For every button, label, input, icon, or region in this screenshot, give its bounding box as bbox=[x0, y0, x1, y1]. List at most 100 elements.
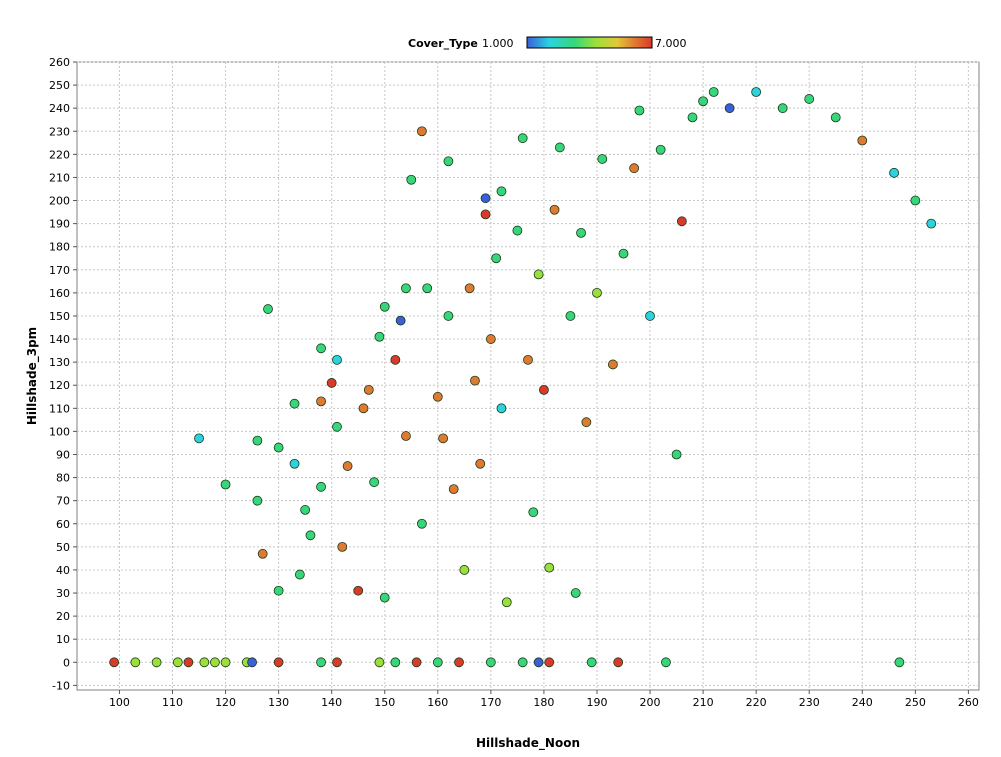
grid bbox=[77, 61, 979, 690]
data-point bbox=[889, 167, 900, 178]
data-point bbox=[263, 304, 273, 314]
data-point bbox=[698, 96, 708, 107]
data-point bbox=[544, 562, 555, 573]
data-point bbox=[300, 505, 311, 515]
data-point bbox=[565, 311, 576, 321]
y-tick-label: 260 bbox=[49, 56, 70, 69]
data-point bbox=[597, 154, 608, 164]
data-point bbox=[533, 269, 544, 280]
data-point bbox=[910, 195, 921, 206]
data-point bbox=[422, 283, 433, 294]
y-tick-label: 150 bbox=[49, 310, 70, 323]
data-point bbox=[634, 105, 645, 116]
y-tick-label: 80 bbox=[56, 472, 70, 485]
data-point bbox=[480, 209, 491, 220]
axis-ticks: 100 110 120 130 140 150 160 170 180 190 200 210 220 2… bbox=[49, 56, 979, 709]
data-point bbox=[485, 334, 496, 344]
data-point bbox=[252, 435, 263, 446]
data-point bbox=[390, 657, 401, 668]
x-tick-label: 210 bbox=[693, 696, 714, 709]
data-point bbox=[199, 657, 210, 668]
x-tick-label: 130 bbox=[268, 696, 289, 709]
data-point bbox=[496, 403, 507, 414]
data-point bbox=[316, 657, 326, 668]
data-point bbox=[289, 398, 300, 409]
data-point bbox=[687, 112, 698, 123]
y-tick-label: 70 bbox=[56, 495, 70, 508]
data-point bbox=[353, 585, 364, 596]
x-tick-label: 140 bbox=[321, 696, 342, 709]
plot-area bbox=[76, 61, 980, 691]
x-axis-title: Hillshade_Noon bbox=[476, 736, 580, 751]
y-tick-label: 10 bbox=[56, 633, 70, 646]
data-point bbox=[448, 484, 459, 495]
y-tick-label: 90 bbox=[56, 449, 70, 462]
x-tick-label: 230 bbox=[799, 696, 820, 709]
x-tick-label: 120 bbox=[215, 696, 236, 709]
data-point bbox=[645, 311, 655, 321]
data-point bbox=[332, 421, 342, 432]
y-tick-label: 30 bbox=[56, 587, 70, 600]
data-point bbox=[485, 657, 496, 668]
data-point bbox=[676, 216, 687, 227]
data-point bbox=[194, 433, 204, 444]
data-point bbox=[379, 301, 390, 312]
x-tick-label: 240 bbox=[852, 696, 873, 709]
x-tick-label: 220 bbox=[746, 696, 767, 709]
y-tick-label: 20 bbox=[56, 610, 70, 623]
data-point bbox=[273, 585, 284, 596]
data-point bbox=[777, 103, 788, 114]
data-point bbox=[544, 657, 555, 668]
data-point bbox=[326, 378, 337, 388]
data-point bbox=[416, 518, 427, 529]
y-tick-label: 110 bbox=[49, 402, 70, 415]
x-tick-label: 160 bbox=[427, 696, 448, 709]
data-point bbox=[655, 144, 666, 155]
data-point bbox=[459, 565, 470, 575]
data-point bbox=[401, 283, 411, 294]
y-tick-label: 210 bbox=[49, 171, 70, 184]
y-axis-title: Hillshade_3pm bbox=[25, 327, 40, 425]
data-point bbox=[629, 163, 640, 174]
data-point bbox=[554, 142, 565, 153]
data-point bbox=[252, 495, 263, 506]
data-point bbox=[708, 87, 719, 97]
x-tick-label: 170 bbox=[480, 696, 501, 709]
data-point bbox=[501, 597, 512, 608]
legend-max-label: 7.000 bbox=[655, 37, 687, 50]
x-tick-label: 190 bbox=[586, 696, 607, 709]
x-tick-label: 250 bbox=[905, 696, 926, 709]
y-tick-label: 200 bbox=[49, 195, 70, 208]
data-point bbox=[751, 87, 762, 97]
data-point bbox=[379, 592, 390, 603]
data-points bbox=[109, 87, 937, 668]
data-point bbox=[247, 657, 257, 668]
data-point bbox=[109, 657, 120, 668]
y-tick-label: 170 bbox=[49, 264, 70, 277]
data-point bbox=[342, 461, 353, 471]
data-point bbox=[130, 657, 141, 668]
data-point bbox=[406, 174, 417, 185]
data-point bbox=[374, 657, 385, 668]
data-point bbox=[804, 94, 815, 104]
y-tick-label: 130 bbox=[49, 356, 70, 369]
y-tick-label: 240 bbox=[49, 102, 70, 115]
data-point bbox=[151, 657, 162, 668]
data-point bbox=[337, 541, 348, 552]
legend-color-bar bbox=[526, 36, 653, 49]
data-point bbox=[395, 315, 406, 326]
y-tick-label: 40 bbox=[56, 564, 70, 577]
data-point bbox=[523, 354, 533, 365]
y-tick-label: 100 bbox=[49, 425, 70, 438]
data-point bbox=[926, 218, 937, 229]
data-point bbox=[454, 657, 464, 668]
data-point bbox=[316, 396, 326, 407]
x-tick-label: 180 bbox=[533, 696, 554, 709]
x-tick-label: 260 bbox=[958, 696, 979, 709]
data-point bbox=[661, 657, 671, 668]
y-tick-label: 120 bbox=[49, 379, 70, 392]
y-tick-label: 60 bbox=[56, 518, 70, 531]
data-point bbox=[533, 657, 544, 668]
data-point bbox=[210, 657, 220, 668]
